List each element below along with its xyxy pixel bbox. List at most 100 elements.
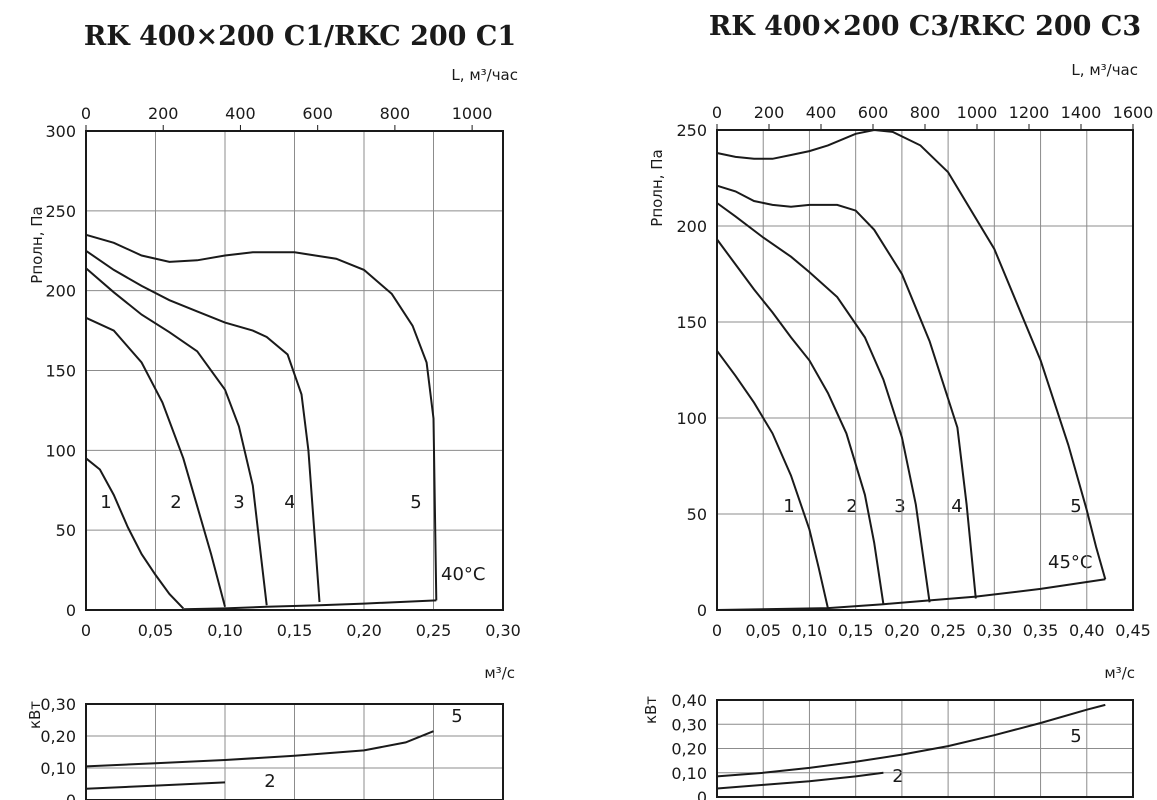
chart-right-main-top-tick-3: 600 [858, 103, 889, 122]
chart-right-x-unit: м³/с [1104, 664, 1135, 682]
chart-left-power-series-2 [85, 781, 226, 790]
chart-right-main-x-tick-9: 0,45 [1115, 621, 1151, 640]
chart-right-curve-label-4: 4 [951, 496, 962, 517]
chart-right-title: RK 400×200 C3/RKC 200 C3 [709, 11, 1141, 42]
chart-right-main-x-tick-0: 0 [712, 621, 722, 640]
chart-right-main-x-tick-6: 0,30 [977, 621, 1013, 640]
chart-right-main-x-tick-3: 0,15 [838, 621, 874, 640]
chart-right-main-series-2 [716, 238, 885, 605]
chart-left-curve-label-2: 2 [170, 492, 181, 513]
chart-right-main-top-tick-4: 800 [910, 103, 941, 122]
chart-right-power-label-5: 5 [1070, 726, 1081, 747]
chart-right-power-unit: кВт [642, 696, 660, 724]
chart-left-main-series-1 [85, 457, 185, 610]
chart-right-main-top-tick-1: 200 [754, 103, 785, 122]
chart-left-power-y-tick-2: 0,20 [40, 727, 76, 746]
chart-left-main-series-3 [85, 267, 268, 606]
chart-right-curve-label-1: 1 [783, 496, 794, 517]
chart-right-main-top-tick-7: 1400 [1061, 103, 1102, 122]
chart-left-top-axis-label: L, м³/час [451, 66, 518, 84]
chart-right-main-top-tick-8: 1600 [1113, 103, 1154, 122]
chart-left-main-series-4 [85, 249, 321, 603]
chart-left-main-x-tick-0: 0 [81, 621, 91, 640]
chart-right-main-top-tick-2: 400 [806, 103, 837, 122]
chart-left-power-series-1 [85, 730, 434, 768]
chart-left-power-unit: кВт [26, 701, 44, 729]
chart-right-main-series-1 [716, 350, 829, 609]
chart-right-power-y-tick-4: 0,40 [671, 691, 707, 710]
chart-left-main-top-tick-5: 1000 [452, 104, 493, 123]
chart-right-main-top-tick-5: 1000 [957, 103, 998, 122]
chart-left-main-x-tick-2: 0,10 [207, 621, 243, 640]
chart-right-top-axis-label: L, м³/час [1071, 61, 1138, 79]
chart-left-main-y-tick-5: 250 [45, 202, 76, 221]
chart-left-power-frame [85, 703, 504, 800]
chart-right-main-top-tick-0: 0 [712, 103, 722, 122]
chart-left-main-x-tick-5: 0,25 [416, 621, 452, 640]
chart-right-y-label: Pполн, Па [648, 149, 666, 226]
chart-right-power-frame [716, 699, 1134, 798]
chart-left-main-plot: 0 50 100 150 200 250 300 0 0,05 0,10 0,15 0,20 0,25 0… [45, 104, 520, 640]
chart-right-main-x-tick-4: 0,20 [884, 621, 920, 640]
chart-right-power-y-tick-0: 0 [697, 788, 707, 800]
chart-right-main-series-5 [716, 128, 1107, 580]
chart-left-main-top-tick-2: 400 [225, 104, 256, 123]
chart-right-main-y-tick-2: 100 [676, 409, 707, 428]
chart-left-main-x-tick-3: 0,15 [277, 621, 313, 640]
chart-left-main-series-6 [183, 599, 437, 611]
chart-right-power-series-1 [716, 703, 1106, 778]
chart-left-power-y-tick-1: 0,10 [40, 759, 76, 778]
chart-right-temp-label: 45°C [1048, 552, 1092, 573]
chart-right-curve-label-2: 2 [846, 496, 857, 517]
chart-left-curve-label-5: 5 [410, 492, 421, 513]
chart-left-curve-label-4: 4 [284, 492, 295, 513]
chart-left: RK 400×200 C1/RKC 200 C1 L, м³/час Pполн… [26, 21, 518, 792]
chart-right-main-x-tick-2: 0,10 [792, 621, 828, 640]
chart-right-power-plot: 0 0,10 0,20 0,30 0,40 [671, 691, 1134, 800]
chart-left-main-y-tick-2: 100 [45, 441, 76, 460]
chart-right-power-series-2 [716, 771, 884, 790]
chart-right-main-x-tick-1: 0,05 [745, 621, 781, 640]
chart-right-main-frame [716, 129, 1134, 611]
chart-right-main-y-tick-5: 250 [676, 121, 707, 140]
chart-left-main-top-tick-4: 800 [380, 104, 411, 123]
chart-left-curve-label-1: 1 [100, 492, 111, 513]
chart-left-main-series-2 [85, 316, 226, 608]
chart-right-power-y-tick-2: 0,20 [671, 740, 707, 759]
chart-right-power-y-tick-3: 0,30 [671, 715, 707, 734]
chart-right-main-y-tick-0: 0 [697, 601, 707, 620]
chart-right-power-label-2: 2 [892, 766, 903, 787]
chart-left-y-label: Pполн, Па [28, 206, 46, 283]
chart-left-main-frame [85, 130, 504, 611]
chart-right-main-y-tick-1: 50 [687, 505, 707, 524]
chart-right: RK 400×200 C3/RKC 200 C3 L, м³/час Pполн… [642, 11, 1141, 787]
chart-left-main-y-tick-4: 200 [45, 282, 76, 301]
chart-right-power-y-tick-1: 0,10 [671, 764, 707, 783]
chart-left-main-y-tick-1: 50 [56, 521, 76, 540]
chart-right-main-series-6 [716, 578, 1106, 611]
chart-left-power-y-tick-0: 0 [66, 791, 76, 800]
chart-right-curve-label-5: 5 [1070, 496, 1081, 517]
chart-right-main-series-3 [716, 202, 931, 603]
chart-left-x-unit: м³/с [484, 664, 515, 682]
chart-right-main-y-tick-3: 150 [676, 313, 707, 332]
chart-right-main-x-tick-7: 0,35 [1023, 621, 1059, 640]
chart-left-main-y-tick-6: 300 [45, 122, 76, 141]
chart-right-main-top-tick-6: 1200 [1009, 103, 1050, 122]
chart-left-curve-label-3: 3 [233, 492, 244, 513]
chart-left-main-x-tick-4: 0,20 [346, 621, 382, 640]
chart-left-title: RK 400×200 C1/RKC 200 C1 [84, 21, 516, 52]
chart-left-main-x-tick-1: 0,05 [138, 621, 174, 640]
chart-left-temp-label: 40°C [441, 564, 485, 585]
chart-left-main-y-tick-0: 0 [66, 601, 76, 620]
chart-left-power-plot: 0 0,10 0,20 0,30 [40, 695, 504, 800]
chart-left-power-y-tick-3: 0,30 [40, 695, 76, 714]
chart-left-main-top-tick-1: 200 [148, 104, 179, 123]
chart-right-main-x-tick-5: 0,25 [930, 621, 966, 640]
chart-right-main-x-tick-8: 0,40 [1069, 621, 1105, 640]
chart-left-main-x-tick-6: 0,30 [485, 621, 521, 640]
chart-left-main-y-tick-3: 150 [45, 362, 76, 381]
chart-left-main-series-5 [85, 233, 438, 601]
